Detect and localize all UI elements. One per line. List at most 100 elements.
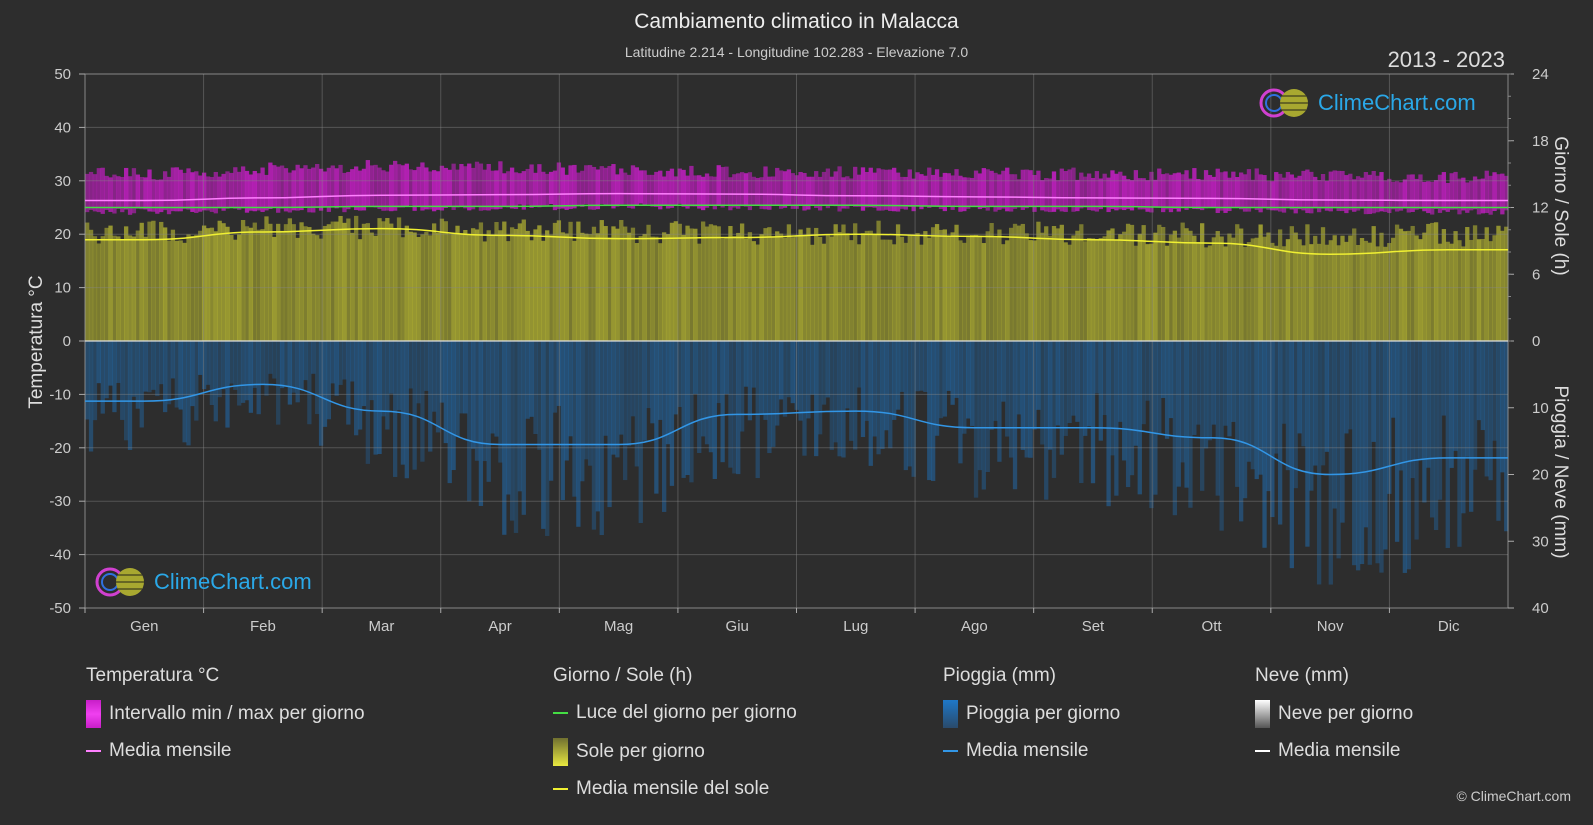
sun-day-bar	[1086, 238, 1092, 341]
temp-day-bar	[1172, 173, 1178, 209]
x-tick-label: Apr	[488, 618, 511, 635]
sun-day-bar	[997, 229, 1002, 341]
rain-day-bar	[1250, 341, 1255, 470]
temp-day-bar	[1441, 172, 1447, 211]
temp-day-bar	[876, 168, 881, 211]
sun-day-bar	[451, 233, 456, 341]
rain-day-bar	[665, 341, 671, 445]
rain-day-bar	[568, 341, 573, 437]
temp-day-bar	[272, 165, 277, 208]
rain-day-bar	[1488, 341, 1493, 481]
rain-day-bar	[1480, 341, 1486, 431]
sun-day-bar	[334, 221, 339, 341]
temp-day-bar	[681, 169, 686, 207]
sun-day-bar	[856, 244, 862, 341]
sun-day-bar	[591, 226, 597, 341]
temp-day-bar	[1180, 174, 1185, 209]
temp-day-bar	[459, 164, 464, 207]
rain-day-bar	[252, 341, 257, 388]
legend-heading-snow: Neve (mm)	[1255, 665, 1349, 686]
sun-day-bar	[1254, 237, 1259, 341]
sun-day-bar	[1277, 229, 1283, 341]
temp-day-bar	[587, 165, 593, 210]
rain-day-bar	[186, 341, 191, 446]
temp-day-bar	[1297, 175, 1302, 210]
sun-day-bar	[354, 215, 359, 341]
rain-day-bar	[533, 341, 538, 435]
rain-day-bar	[1394, 341, 1400, 542]
temp-day-bar	[1309, 171, 1314, 214]
temp-day-bar	[993, 172, 998, 212]
y-left-tick-label: -40	[49, 547, 71, 564]
sun-day-bar	[665, 234, 671, 341]
temp-day-bar	[116, 176, 121, 209]
legend-item-rain[interactable]: Pioggia per giorno	[943, 700, 1120, 728]
temp-day-bar	[108, 177, 113, 212]
temp-day-bar	[1488, 175, 1493, 215]
sun-day-bar	[751, 241, 756, 341]
legend-label: Sole per giorno	[576, 741, 705, 762]
rain-day-bar	[1235, 341, 1240, 487]
temp-day-bar	[739, 172, 745, 207]
temp-day-bar	[361, 168, 367, 211]
temp-day-bar	[1262, 175, 1267, 209]
rain-day-bar	[1414, 341, 1419, 540]
sun-day-bar	[1001, 244, 1006, 341]
legend-item-daylight[interactable]: Luce del giorno per giorno	[553, 702, 797, 724]
sun-day-bar	[958, 240, 963, 341]
y-right-top-tick-label: 24	[1532, 66, 1549, 83]
legend-item-sun-mean[interactable]: Media mensile del sole	[553, 778, 769, 800]
temp-day-bar	[521, 171, 526, 210]
sun-day-bar	[1289, 226, 1294, 341]
rain-day-bar	[1258, 341, 1263, 475]
temp-day-bar	[1375, 175, 1380, 213]
logo-top-right[interactable]: ClimeChart.com	[1258, 86, 1476, 120]
legend-item-temp-mean[interactable]: Media mensile	[86, 740, 232, 762]
sun-day-bar	[1207, 245, 1213, 341]
rain-day-bar	[299, 341, 304, 390]
rain-day-bar	[611, 341, 616, 455]
rain-day-bar	[373, 341, 378, 455]
sun-day-bar	[1141, 225, 1146, 341]
rain-day-bar	[392, 341, 398, 477]
temp-day-bar	[237, 171, 242, 210]
temp-day-bar	[1106, 177, 1111, 213]
rain-day-bar	[623, 341, 628, 481]
rain-day-bar	[802, 341, 807, 456]
temp-day-bar	[1379, 172, 1384, 212]
sun-day-bar	[346, 218, 351, 341]
rain-day-bar	[135, 341, 140, 409]
sun-day-bar	[474, 229, 480, 341]
rain-day-bar	[864, 341, 870, 421]
temp-day-bar	[112, 174, 117, 214]
temp-day-bar	[513, 172, 519, 209]
sun-day-bar	[186, 234, 191, 341]
legend-item-snow-mean[interactable]: Media mensile	[1255, 740, 1401, 762]
sun-day-bar	[1215, 231, 1220, 341]
rain-day-bar	[790, 341, 795, 404]
legend-item-snow[interactable]: Neve per giorno	[1255, 700, 1413, 728]
legend-item-rain-mean[interactable]: Media mensile	[943, 740, 1089, 762]
y-left-tick-label: 20	[54, 226, 71, 243]
sun-day-bar	[1075, 230, 1080, 341]
rain-day-bar	[1437, 341, 1443, 500]
rain-day-bar	[1102, 341, 1107, 416]
temp-day-bar	[315, 164, 320, 209]
sun-day-bar	[205, 228, 211, 341]
temp-day-bar	[1391, 181, 1396, 210]
logo-bottom-left[interactable]: ClimeChart.com	[94, 565, 312, 599]
rain-day-bar	[915, 341, 920, 392]
rain-day-bar	[1227, 341, 1232, 437]
rain-day-bar	[771, 341, 776, 447]
sun-day-bar	[603, 226, 608, 341]
temp-day-bar	[923, 175, 928, 206]
sun-day-bar	[767, 227, 772, 341]
rain-day-bar	[786, 341, 792, 398]
y-right-bottom-tick-label: 10	[1532, 400, 1549, 417]
legend-item-temp-range[interactable]: Intervallo min / max per giorno	[86, 700, 365, 728]
temp-day-bar	[498, 161, 503, 209]
rain-day-bar	[1418, 341, 1423, 461]
legend-item-sunshine[interactable]: Sole per giorno	[553, 738, 705, 766]
legend-label: Media mensile	[966, 740, 1089, 761]
temp-day-bar	[1215, 168, 1220, 214]
